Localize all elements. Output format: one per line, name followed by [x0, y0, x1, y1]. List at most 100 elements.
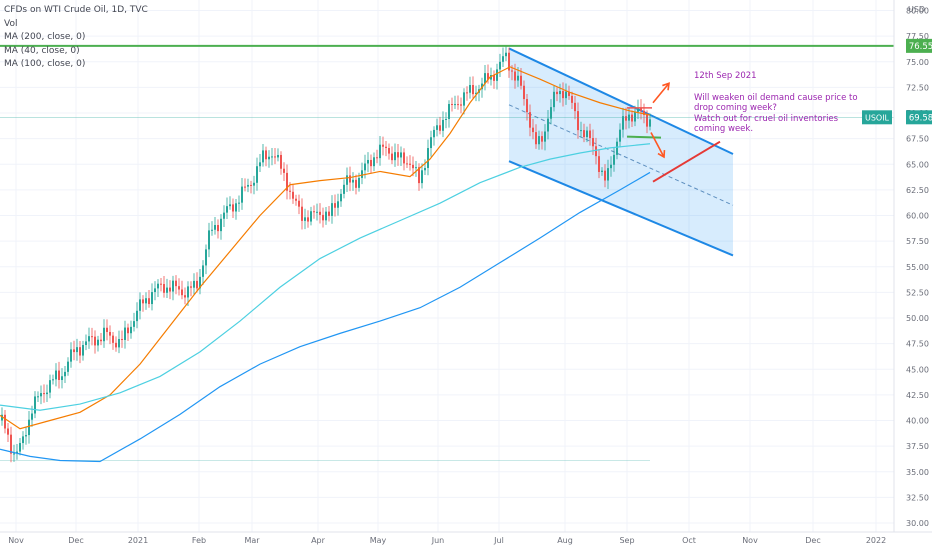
y-tick-label: 35.00 — [906, 468, 929, 477]
candle-body — [166, 287, 168, 293]
candle-body — [526, 99, 528, 113]
candle-body — [169, 287, 171, 292]
candle-body — [184, 295, 186, 298]
candle-body — [199, 276, 201, 289]
candle-body — [556, 91, 558, 95]
candle-body — [595, 146, 597, 157]
y-tick-label: 45.00 — [906, 365, 929, 374]
candle-body — [325, 211, 327, 221]
candle-body — [34, 396, 36, 414]
ma200-line — [0, 171, 651, 463]
x-tick-label: Dec — [805, 536, 820, 545]
candle-body — [175, 280, 177, 287]
candle-body — [25, 435, 27, 437]
ma40-legend[interactable]: MA (40, close, 0) — [4, 45, 80, 56]
candle-body — [451, 103, 453, 105]
candlesticks — [1, 45, 651, 463]
candle-body — [97, 339, 99, 346]
candle-body — [361, 170, 363, 178]
candle-body — [319, 211, 321, 215]
candle-body — [616, 141, 618, 155]
candle-body — [385, 146, 387, 149]
candle-body — [37, 396, 39, 398]
candle-body — [550, 107, 552, 119]
candle-body — [124, 327, 126, 340]
chart-title[interactable]: CFDs on WTI Crude Oil, 1D, TVC — [4, 5, 148, 15]
candle-body — [508, 52, 510, 71]
candle-body — [130, 326, 132, 334]
channel-fill — [509, 48, 733, 256]
candle-body — [511, 70, 513, 72]
candle-body — [52, 379, 54, 381]
candle-body — [379, 144, 381, 159]
candle-body — [79, 347, 81, 356]
candle-body — [403, 152, 405, 164]
time-axis[interactable]: Nov Dec 2021 Feb Mar Apr May Jun Jul Aug Sep Oct Nov… — [0, 531, 932, 545]
candle-body — [463, 92, 465, 106]
drawings[interactable] — [0, 44, 894, 183]
ma100-legend[interactable]: MA (100, close, 0) — [4, 59, 86, 69]
y-tick-label: 57.50 — [906, 237, 929, 246]
last-price-bg — [906, 110, 932, 125]
price-labels: 76.55 USOIL 69.58 — [862, 38, 932, 125]
x-tick-label: Sep — [619, 536, 634, 545]
candle-body — [16, 451, 18, 454]
ma100-line — [0, 143, 651, 411]
candle-body — [637, 107, 639, 112]
candle-body — [631, 114, 633, 122]
candle-body — [577, 111, 579, 131]
x-tick-label: Oct — [682, 536, 696, 545]
candle-body — [307, 217, 309, 222]
candle-body — [538, 136, 540, 145]
candle-body — [517, 75, 519, 81]
candle-body — [61, 376, 63, 380]
candle-body — [292, 191, 294, 199]
candle-body — [76, 347, 78, 353]
x-tick-label: Nov — [8, 536, 24, 545]
x-tick-label: May — [370, 536, 387, 545]
candle-body — [133, 321, 135, 327]
regression-channel[interactable] — [508, 47, 734, 257]
candle-body — [622, 116, 624, 130]
candle-body — [64, 371, 66, 377]
candle-body — [205, 249, 207, 266]
y-tick-label: 75.00 — [906, 58, 929, 67]
resistance-price-bg — [906, 38, 932, 53]
candle-body — [85, 341, 87, 346]
candle-body — [88, 336, 90, 342]
candle-body — [406, 163, 408, 165]
candle-body — [412, 164, 414, 169]
candle-body — [448, 103, 450, 119]
candle-body — [505, 52, 507, 57]
breakout-line — [652, 140, 721, 183]
candle-body — [244, 186, 246, 188]
x-tick-label: Jul — [493, 536, 504, 545]
candle-body — [625, 116, 627, 121]
candle-body — [481, 83, 483, 90]
candle-body — [22, 436, 24, 444]
candle-body — [154, 288, 156, 293]
candle-body — [331, 203, 333, 216]
y-tick-label: 32.50 — [906, 493, 929, 502]
candle-body — [457, 104, 459, 106]
candle-body — [160, 283, 162, 285]
candle-body — [187, 286, 189, 298]
candle-body — [598, 156, 600, 172]
y-tick-label: 62.50 — [906, 186, 929, 195]
ma200-legend[interactable]: MA (200, close, 0) — [4, 32, 86, 42]
candle-body — [1, 414, 3, 421]
candle-body — [151, 292, 153, 305]
candle-body — [532, 127, 534, 133]
candle-body — [391, 153, 393, 161]
candle-body — [181, 289, 183, 296]
volume-legend[interactable]: Vol — [4, 18, 18, 29]
candle-body — [454, 104, 456, 106]
candle-body — [223, 212, 225, 219]
candle-body — [565, 91, 567, 99]
candle-body — [247, 184, 249, 187]
price-axis[interactable]: 30.00 32.50 35.00 37.50 40.00 42.50 45.00 47.50… — [893, 0, 929, 532]
candle-body — [94, 336, 96, 346]
candle-body — [397, 152, 399, 158]
text-annotation[interactable]: 12th Sep 2021 Will weaken oil demand cau… — [694, 71, 858, 135]
